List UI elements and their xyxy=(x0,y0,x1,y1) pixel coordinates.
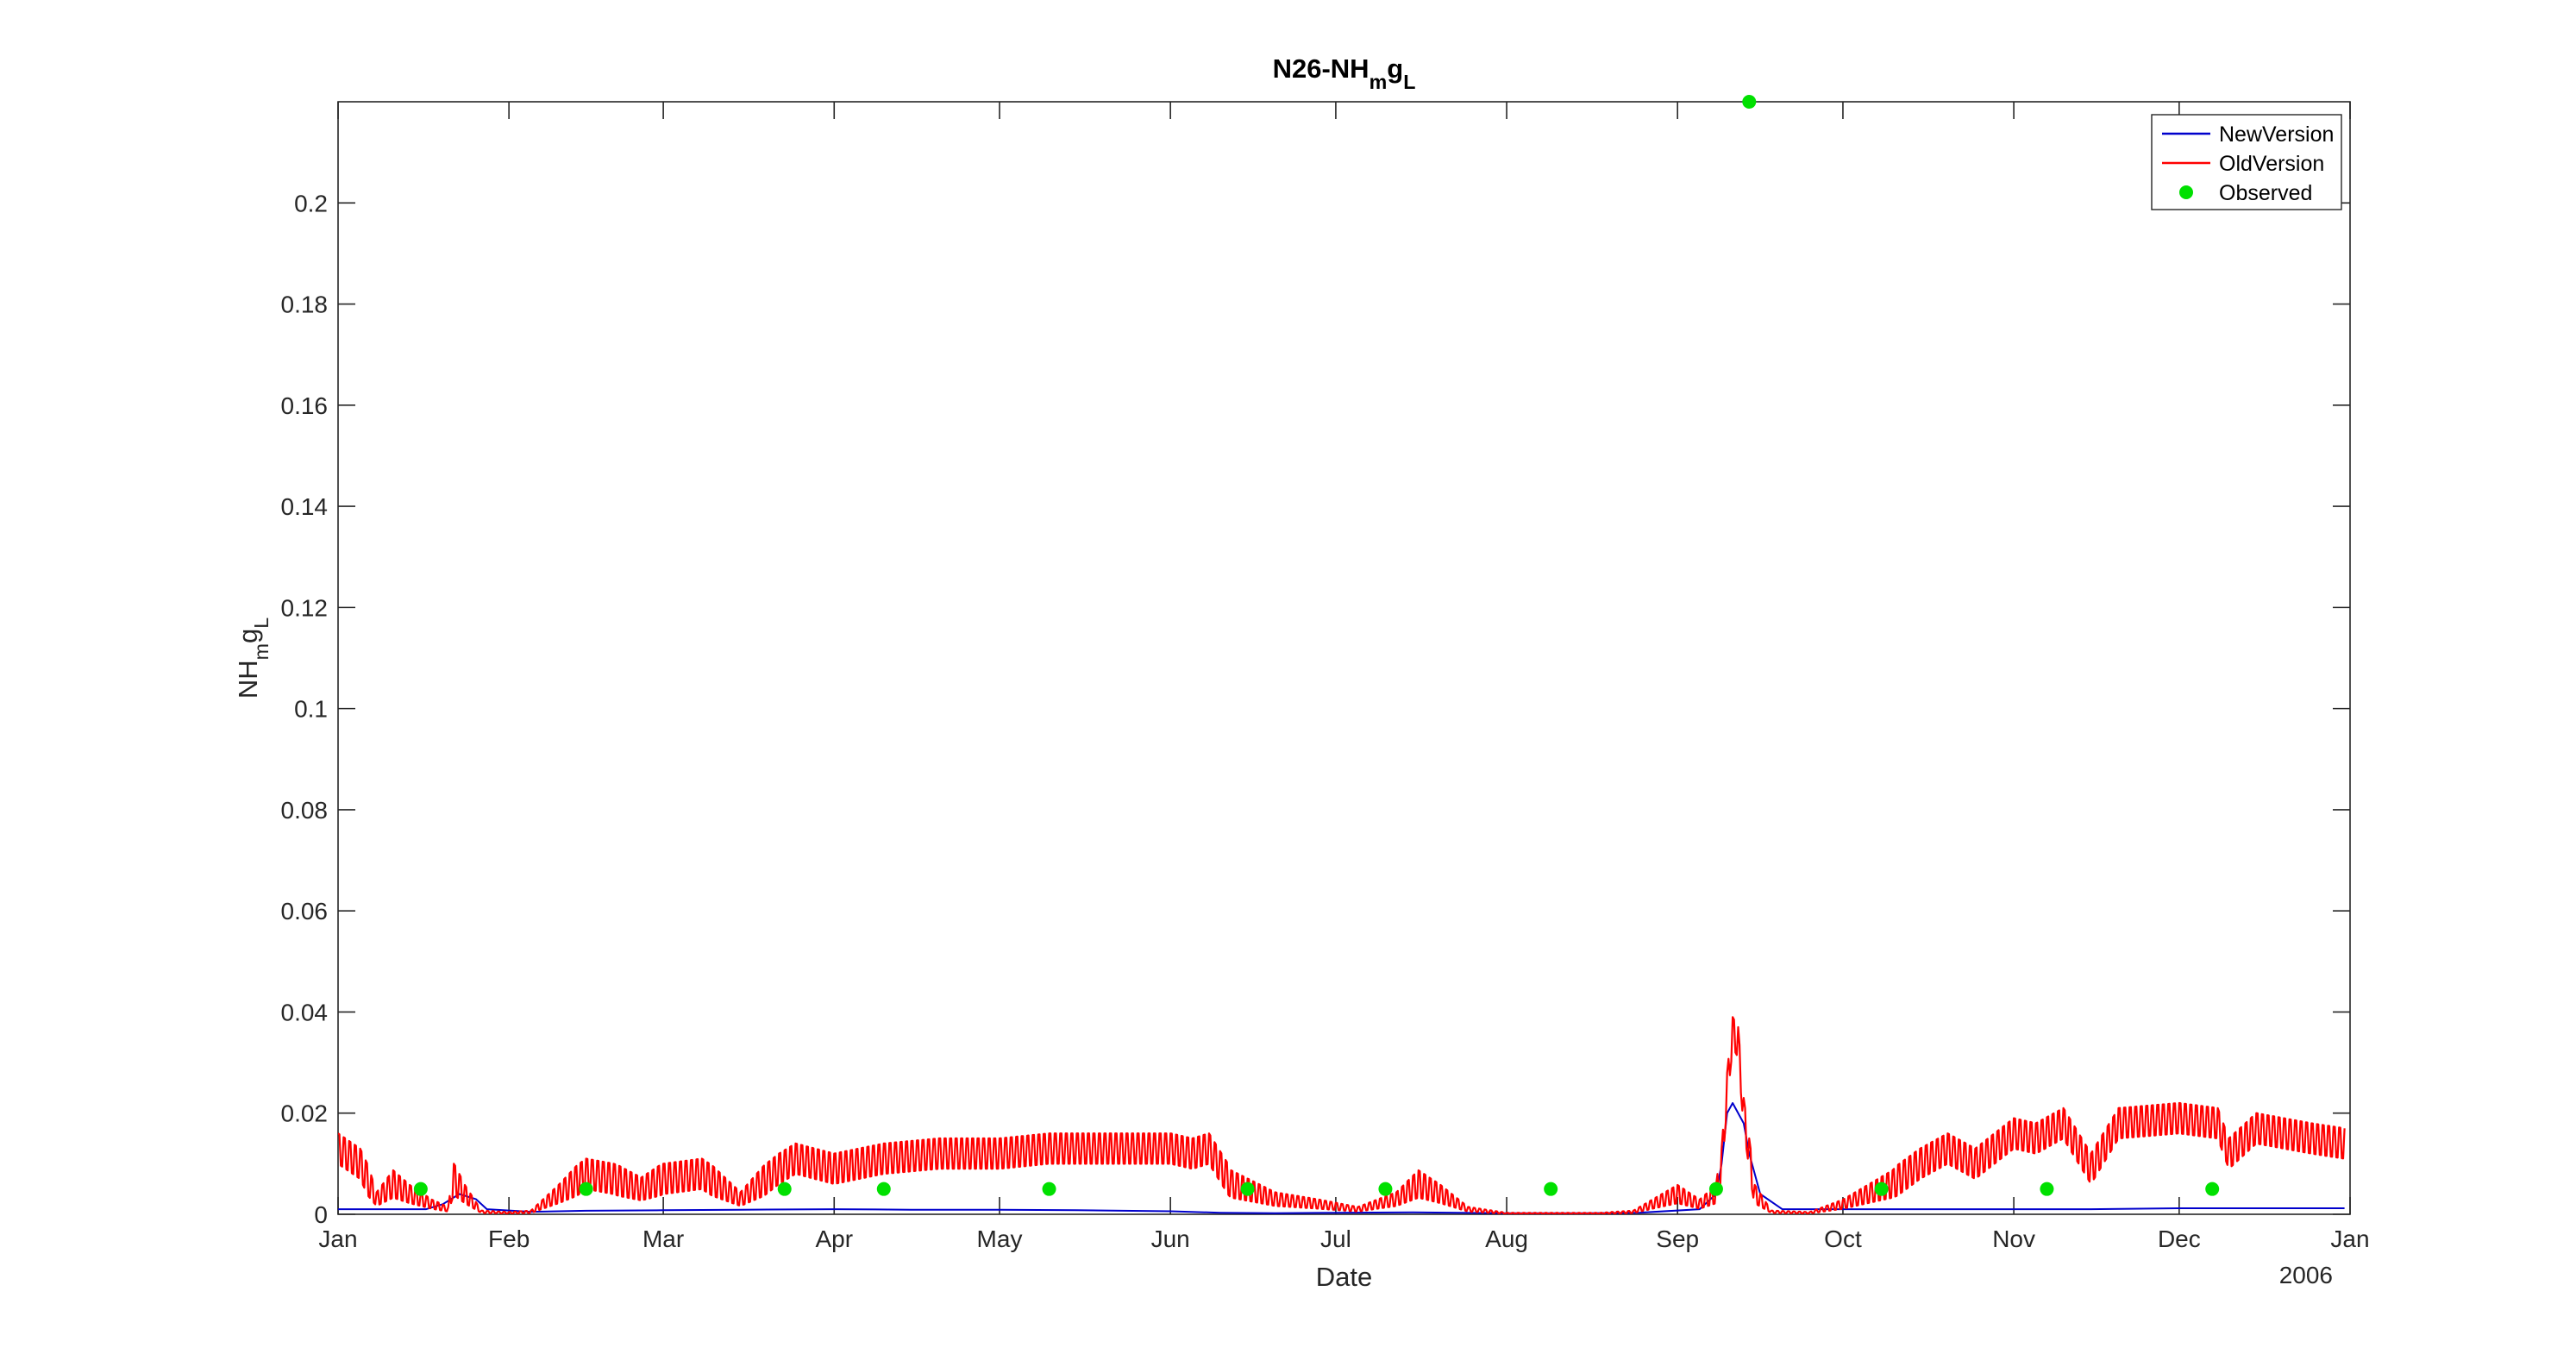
x-tick-label: Aug xyxy=(1485,1225,1528,1252)
y-tick-label: 0.2 xyxy=(294,190,328,216)
y-tick-label: 0.12 xyxy=(281,594,329,621)
x-tick-label: Jan xyxy=(318,1225,357,1252)
y-tick-label: 0.08 xyxy=(281,797,329,824)
y-tick-label: 0.14 xyxy=(281,493,329,520)
data-point-Observed xyxy=(2205,1182,2220,1196)
data-point-Observed xyxy=(2040,1182,2054,1196)
x-tick-label: Nov xyxy=(1992,1225,2035,1252)
legend-swatch-Observed xyxy=(2179,185,2193,199)
y-tick-label: 0.1 xyxy=(294,696,328,723)
data-point-Observed xyxy=(413,1182,428,1196)
data-point-Observed xyxy=(1042,1182,1056,1196)
x-tick-label: Jan xyxy=(2330,1225,2369,1252)
data-point-Observed xyxy=(1708,1182,1723,1196)
data-point-Observed xyxy=(1544,1182,1558,1196)
x-tick-label: Oct xyxy=(1824,1225,1862,1252)
x-year-label: 2006 xyxy=(2279,1262,2333,1288)
data-point-Observed xyxy=(579,1182,593,1196)
chart-title: N26-NHmgL xyxy=(1273,53,1416,93)
x-tick-label: Dec xyxy=(2158,1225,2201,1252)
x-tick-label: Jun xyxy=(1151,1225,1190,1252)
y-tick-label: 0.18 xyxy=(281,291,329,318)
data-point-Observed xyxy=(1240,1182,1255,1196)
x-tick-label: Sep xyxy=(1656,1225,1699,1252)
x-tick-label: Apr xyxy=(815,1225,853,1252)
data-point-Observed xyxy=(876,1182,891,1196)
x-tick-label: Jul xyxy=(1320,1225,1351,1252)
plot-area xyxy=(337,101,2351,1215)
legend-label-NewVersion: NewVersion xyxy=(2219,122,2334,147)
x-tick-label: Feb xyxy=(488,1225,530,1252)
y-tick-label: 0.04 xyxy=(281,999,329,1025)
data-point-Observed xyxy=(1874,1182,1889,1196)
data-point-Observed xyxy=(777,1182,792,1196)
x-axis-title: Date xyxy=(1316,1262,1372,1292)
series-line-OldVersion xyxy=(338,1016,2346,1214)
y-tick-label: 0.06 xyxy=(281,898,329,925)
y-axis-title: NHmgL xyxy=(233,617,273,699)
legend-label-OldVersion: OldVersion xyxy=(2219,152,2324,176)
legend-label-Observed: Observed xyxy=(2219,181,2312,205)
y-tick-label: 0.16 xyxy=(281,392,329,419)
y-tick-label: 0.02 xyxy=(281,1100,329,1127)
x-tick-label: May xyxy=(977,1225,1023,1252)
x-tick-label: Mar xyxy=(642,1225,684,1252)
y-tick-label: 0 xyxy=(314,1201,328,1228)
data-point-Observed xyxy=(1742,95,1757,109)
data-point-Observed xyxy=(1378,1182,1393,1196)
